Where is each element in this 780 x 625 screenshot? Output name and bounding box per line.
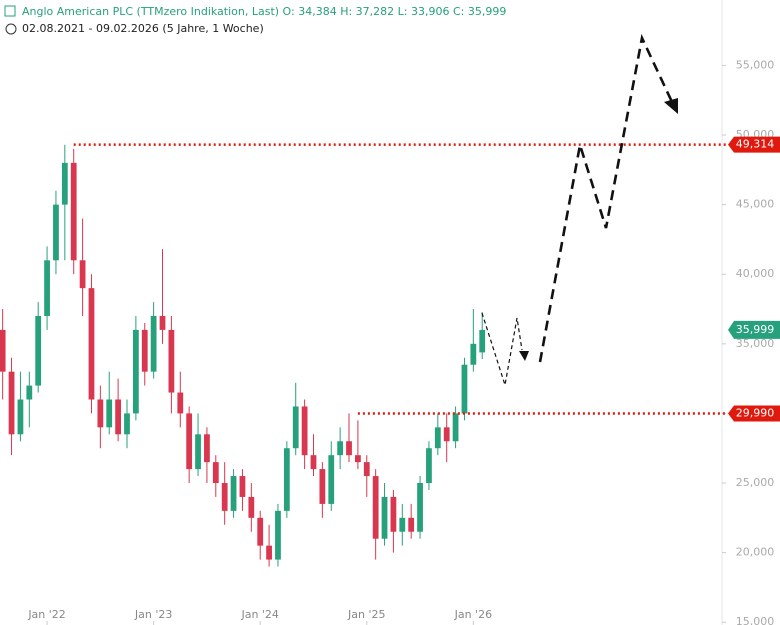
y-tick-label: 35,000	[736, 337, 775, 350]
arrowhead	[664, 98, 678, 114]
candle-body	[44, 260, 50, 316]
candle-body	[452, 413, 459, 442]
candle-body	[470, 343, 477, 365]
candle-body	[381, 496, 388, 539]
candle-body	[212, 462, 219, 484]
candle-body	[79, 260, 86, 289]
level-label-box	[728, 405, 780, 422]
projection-path-large	[538, 33, 674, 363]
candle-body	[346, 441, 352, 456]
candle-body	[17, 399, 24, 435]
candle-body	[417, 483, 423, 532]
candle-body	[355, 455, 361, 463]
plot: 15,00020,00025,00030,00035,00040,00045,0…	[0, 58, 774, 625]
candle-body	[0, 329, 6, 372]
candle-body	[239, 476, 246, 497]
candle-body	[186, 413, 193, 470]
logo-icon	[4, 5, 16, 17]
y-tick-label: 15,000	[736, 615, 775, 625]
arrowhead	[519, 351, 529, 361]
candle-body	[275, 510, 281, 560]
candle-body	[390, 496, 397, 532]
candle-body	[97, 399, 104, 428]
candle-body	[115, 399, 121, 435]
candle-body	[399, 517, 406, 532]
level-label: 29,990	[736, 407, 775, 420]
y-tick-label: 40,000	[736, 267, 775, 280]
candle-body	[408, 517, 415, 532]
candle-body	[434, 427, 441, 449]
y-tick-label: 55,000	[736, 58, 775, 71]
candle-body	[106, 399, 113, 428]
level-label-box	[728, 136, 780, 153]
candle-body	[283, 448, 290, 511]
candle-body	[301, 406, 308, 456]
candle-body	[195, 434, 201, 470]
candle-body	[8, 371, 15, 435]
candle-body	[328, 455, 335, 504]
candle-body	[35, 315, 42, 386]
candle-body	[204, 434, 210, 463]
candle-body	[257, 517, 264, 546]
level-label: 49,314	[736, 138, 775, 151]
x-tick-label: Jan '25	[347, 608, 385, 621]
candle-body	[426, 448, 432, 484]
candle-body	[266, 545, 272, 560]
candle-body	[88, 288, 95, 400]
candle-body	[124, 413, 130, 435]
candle-body	[141, 329, 148, 372]
candle-body	[310, 455, 317, 470]
candle-body	[479, 329, 486, 353]
candle-body	[168, 329, 175, 393]
projection	[481, 33, 678, 386]
candle-body	[26, 385, 33, 400]
clock-icon	[5, 23, 17, 35]
x-tick-label: Jan '26	[454, 608, 492, 621]
chart-subtitle: 02.08.2021 - 09.02.2026 (5 Jahre, 1 Woch…	[22, 22, 264, 35]
candle-body	[70, 162, 77, 261]
candle-body	[221, 483, 228, 511]
candle-body	[443, 427, 450, 442]
y-tick-label: 45,000	[736, 198, 775, 211]
candle-body	[177, 392, 184, 414]
candle-body	[337, 441, 344, 456]
candle-body	[292, 406, 299, 449]
price-marker-box	[728, 320, 780, 339]
candle-body	[230, 476, 237, 511]
x-tick-label: Jan '24	[240, 608, 278, 621]
chart-title: Anglo American PLC (TTMzero Indikation, …	[22, 5, 506, 18]
y-tick-label: 20,000	[736, 546, 775, 559]
candle-body	[53, 204, 59, 261]
candle-body	[150, 315, 157, 372]
candle-body	[248, 496, 255, 518]
candle-body	[132, 329, 139, 414]
projection-path-small	[481, 312, 523, 386]
x-tick-label: Jan '22	[27, 608, 65, 621]
candle-body	[363, 462, 370, 477]
price-marker-label: 35,999	[736, 323, 775, 336]
candle-body	[372, 476, 379, 539]
candle-body	[461, 364, 468, 414]
candle-body	[61, 162, 68, 205]
candle-body	[319, 469, 326, 504]
candle-body	[159, 315, 166, 330]
x-tick-label: Jan '23	[134, 608, 172, 621]
y-tick-label: 25,000	[736, 476, 775, 489]
